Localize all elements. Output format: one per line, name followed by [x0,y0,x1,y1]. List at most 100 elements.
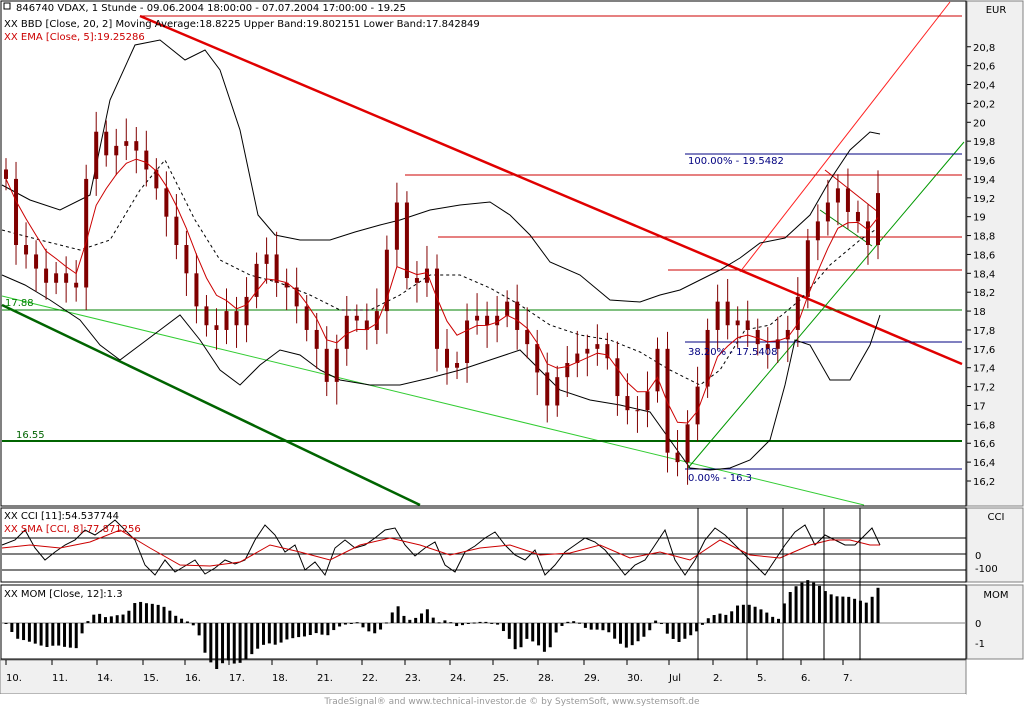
momentum-bar [396,606,400,623]
momentum-bar [589,623,593,630]
candle-body [555,377,560,406]
candle-body [114,145,119,156]
candle-body [876,193,880,245]
momentum-bar [250,623,254,655]
candle-body [525,329,530,345]
candle-body [224,311,229,330]
momentum-bar [174,615,178,623]
momentum-bar [63,623,67,647]
window-icon[interactable] [3,2,11,10]
momentum-bar [853,598,857,623]
y-tick-label: 17,8 [973,326,995,337]
candle-body [14,178,19,245]
momentum-bar [168,610,172,623]
momentum-bar [98,613,102,623]
candle-body [374,311,379,330]
candle-body [775,339,780,349]
momentum-bar [689,623,693,636]
momentum-bar [525,623,529,639]
lower-channel-line [1,295,865,506]
candle-body [455,363,460,368]
momentum-bar [185,621,189,623]
y-tick-label: 19,6 [973,156,995,167]
momentum-bar [51,623,55,646]
momentum-bar [273,623,277,645]
candle-body [54,273,59,283]
momentum-bar [68,623,72,648]
momentum-bar [706,618,710,623]
candle-body [354,315,359,321]
momentum-bar [431,617,435,623]
candle-body [414,278,419,283]
momentum-bar [847,596,851,623]
momentum-bar [343,623,347,625]
candle-body [24,245,29,255]
candle-body [234,311,239,326]
momentum-bar [460,623,464,626]
momentum-bar [548,623,552,648]
candle-body [204,306,209,326]
candle-body [384,249,389,312]
moving-average-20 [1,159,879,386]
momentum-bar [624,623,628,648]
price-candles [4,111,880,485]
momentum-bar [583,623,587,628]
candle-body [645,391,650,411]
axis-corner [967,660,1023,708]
candle-body [695,386,700,425]
trendlines [1,1,965,507]
candle-body [154,169,159,189]
candle-body [124,141,129,146]
candle-body [244,296,249,326]
candle-body [424,268,429,283]
candle-body [434,268,439,349]
candle-body [805,240,810,297]
candle-body [515,301,520,330]
candle-body [725,301,730,326]
y-tick-label: 19,8 [973,137,995,148]
momentum-bar [414,617,418,623]
candle-body [785,329,790,340]
momentum-bar [537,623,541,646]
momentum-bar [355,622,359,624]
momentum-bar [86,621,90,623]
candle-body [795,296,800,330]
momentum-bars [4,580,880,670]
momentum-bar [472,622,476,624]
momentum-bar [753,606,757,623]
momentum-bar [812,582,816,623]
y-tick-label: 20,4 [973,81,995,92]
x-tick-label: 14. [97,673,113,684]
fib-label-38: 38.20% - 17.5408 [688,347,777,358]
candle-body [194,273,199,307]
candle-body [685,424,690,463]
candle-body [104,131,109,156]
candle-body [625,396,630,411]
momentum-bar [302,623,306,637]
momentum-bar [332,623,336,631]
momentum-bar [150,603,154,623]
candle-body [334,348,339,382]
y-tick-label: 17,4 [973,364,995,375]
momentum-bar [730,611,734,623]
momentum-bar [782,603,786,623]
momentum-bar [297,623,301,638]
candle-body [214,325,219,330]
time-axis [0,659,967,695]
momentum-bar [232,623,236,664]
momentum-bar [367,623,371,632]
momentum-bar [215,623,219,670]
momentum-bar [870,596,874,623]
momentum-bar [794,586,798,623]
momentum-bar [613,623,617,639]
momentum-bar [180,618,184,623]
x-tick-label: 21. [317,673,333,684]
momentum-bar [238,623,242,663]
momentum-bar [244,623,248,660]
rising-channel-top [739,1,951,273]
momentum-bar [203,623,207,653]
momentum-bar [162,606,166,623]
candle-body [855,211,860,222]
momentum-bar [484,621,488,623]
momentum-bar [4,623,8,624]
